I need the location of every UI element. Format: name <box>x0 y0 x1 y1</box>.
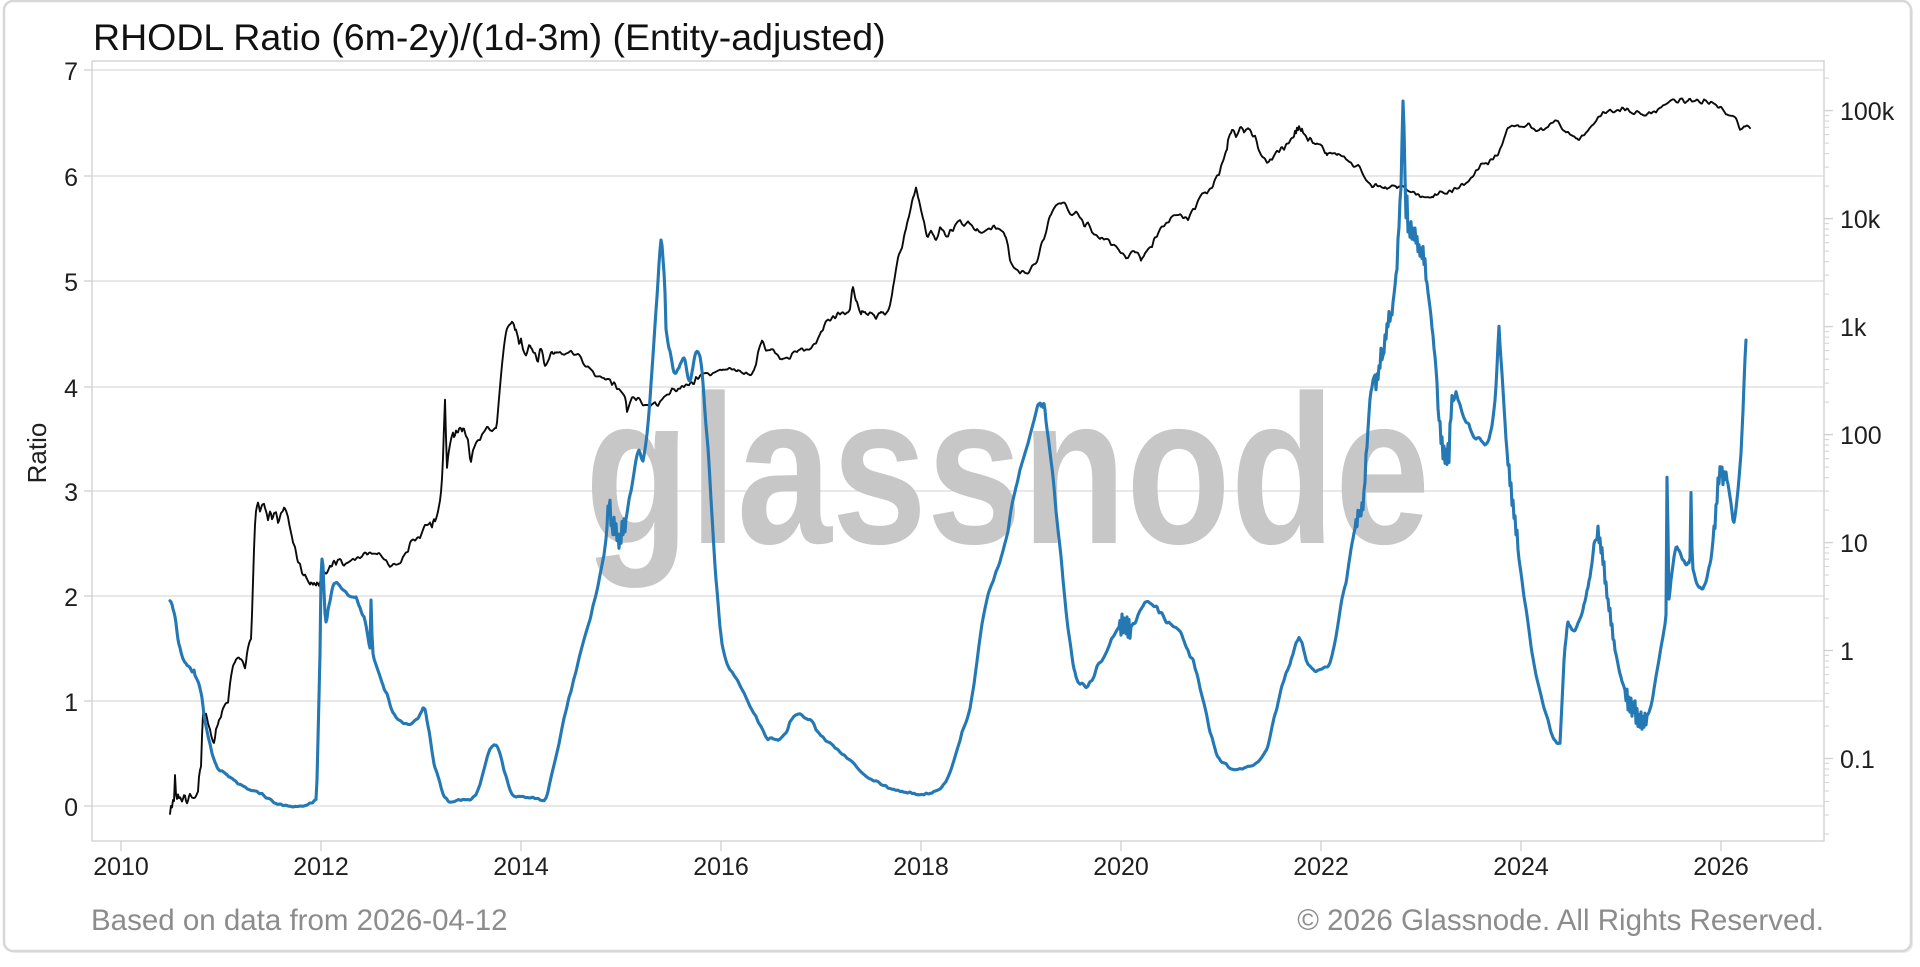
svg-text:2018: 2018 <box>893 853 949 881</box>
svg-text:© 2026 Glassnode. All Rights R: © 2026 Glassnode. All Rights Reserved. <box>1297 904 1824 937</box>
svg-text:1: 1 <box>1840 638 1854 666</box>
svg-text:0.1: 0.1 <box>1840 746 1875 774</box>
svg-text:2020: 2020 <box>1093 853 1149 881</box>
svg-text:100k: 100k <box>1840 98 1895 126</box>
svg-text:1: 1 <box>64 689 78 717</box>
svg-text:6: 6 <box>64 164 78 192</box>
svg-text:100: 100 <box>1840 422 1882 450</box>
svg-text:Ratio: Ratio <box>22 423 52 484</box>
svg-text:1k: 1k <box>1840 314 1867 342</box>
svg-text:7: 7 <box>64 58 78 86</box>
svg-text:Based on data from 2026-04-12: Based on data from 2026-04-12 <box>91 904 508 937</box>
svg-text:10k: 10k <box>1840 206 1881 234</box>
svg-text:2022: 2022 <box>1293 853 1349 881</box>
svg-text:0: 0 <box>64 794 78 822</box>
svg-text:2: 2 <box>64 584 78 612</box>
svg-text:2024: 2024 <box>1493 853 1549 881</box>
svg-text:3: 3 <box>64 479 78 507</box>
svg-text:2016: 2016 <box>693 853 749 881</box>
svg-text:2014: 2014 <box>493 853 549 881</box>
svg-text:glassnode: glassnode <box>585 351 1430 588</box>
svg-text:RHODL Ratio (6m-2y)/(1d-3m) (E: RHODL Ratio (6m-2y)/(1d-3m) (Entity-adju… <box>93 16 886 58</box>
svg-text:2010: 2010 <box>93 853 149 881</box>
svg-text:2026: 2026 <box>1693 853 1749 881</box>
svg-text:4: 4 <box>64 375 78 403</box>
svg-text:5: 5 <box>64 269 78 297</box>
svg-text:10: 10 <box>1840 530 1868 558</box>
svg-text:2012: 2012 <box>293 853 349 881</box>
